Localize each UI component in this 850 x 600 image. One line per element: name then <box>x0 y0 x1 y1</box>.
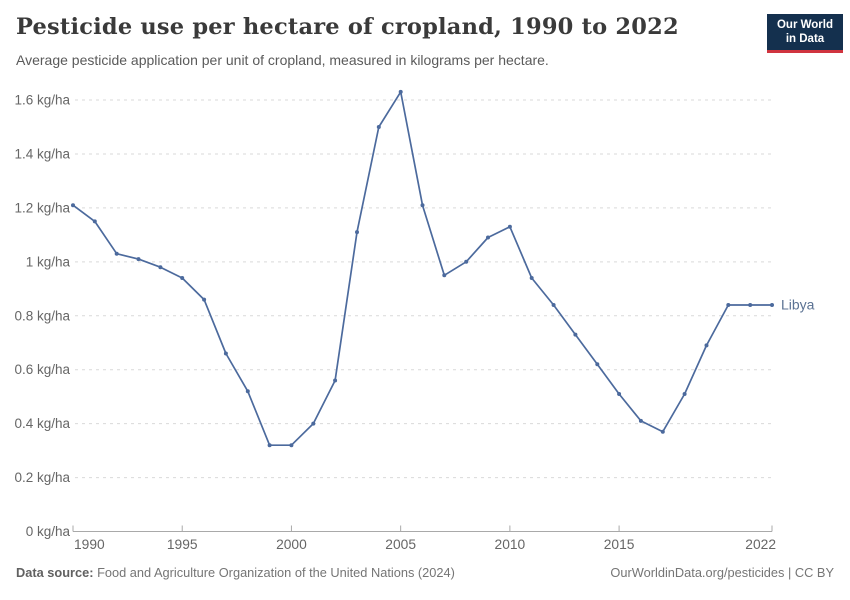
data-point-2006[interactable] <box>420 203 425 208</box>
x-tick-label-1995: 1995 <box>167 537 198 552</box>
data-point-1999[interactable] <box>267 443 272 448</box>
data-point-2013[interactable] <box>573 332 578 337</box>
data-point-2004[interactable] <box>376 125 381 129</box>
data-point-2021[interactable] <box>748 303 753 307</box>
data-point-2000[interactable] <box>289 443 294 448</box>
data-point-2017[interactable] <box>660 429 665 434</box>
data-point-1996[interactable] <box>202 297 207 302</box>
data-point-2005[interactable] <box>398 89 403 94</box>
data-point-1993[interactable] <box>136 257 141 262</box>
x-tick-label-2010: 2010 <box>495 537 526 552</box>
data-point-2015[interactable] <box>617 392 622 396</box>
chart-subtitle: Average pesticide application per unit o… <box>16 52 549 68</box>
series-label-libya[interactable]: Libya <box>781 296 815 312</box>
data-point-2019[interactable] <box>704 343 709 348</box>
data-point-1994[interactable] <box>158 265 163 270</box>
data-point-2002[interactable] <box>333 378 338 383</box>
data-point-2007[interactable] <box>442 273 447 278</box>
y-tick-label-0.4: 0.4 kg/ha <box>14 416 70 431</box>
page-title: Pesticide use per hectare of cropland, 1… <box>16 14 679 40</box>
y-tick-label-1.6: 1.6 kg/ha <box>14 93 70 108</box>
data-point-1992[interactable] <box>114 251 119 256</box>
y-tick-label-1: 1 kg/ha <box>26 254 71 269</box>
y-tick-label-0.8: 0.8 kg/ha <box>14 308 70 323</box>
data-point-2020[interactable] <box>726 303 731 307</box>
x-tick-label-2022: 2022 <box>745 537 776 552</box>
data-point-1995[interactable] <box>180 276 185 280</box>
owid-logo[interactable]: Our World in Data <box>767 14 843 53</box>
y-tick-label-1.2: 1.2 kg/ha <box>14 200 70 215</box>
chart-footer: Data source: Food and Agriculture Organi… <box>16 565 834 580</box>
credit-link[interactable]: OurWorldinData.org/pesticides | CC BY <box>610 565 834 580</box>
data-point-2008[interactable] <box>464 259 469 264</box>
libya-line[interactable] <box>72 91 773 447</box>
data-point-2014[interactable] <box>595 362 600 367</box>
data-point-1998[interactable] <box>245 389 250 394</box>
data-point-1991[interactable] <box>92 219 97 224</box>
x-tick-label-2005: 2005 <box>385 537 416 552</box>
x-tick-label-1990: 1990 <box>74 537 105 552</box>
data-source-value: Food and Agriculture Organization of the… <box>93 565 455 580</box>
data-point-1990[interactable] <box>71 203 75 208</box>
y-tick-label-1.4: 1.4 kg/ha <box>14 146 70 161</box>
x-tick-label-2000: 2000 <box>276 537 307 552</box>
data-point-2003[interactable] <box>355 230 359 235</box>
data-point-1997[interactable] <box>223 351 228 356</box>
data-point-2010[interactable] <box>507 224 512 229</box>
data-source: Data source: Food and Agriculture Organi… <box>16 565 455 580</box>
data-point-2011[interactable] <box>529 276 534 280</box>
y-tick-label-0.2: 0.2 kg/ha <box>14 470 70 485</box>
y-tick-label-0.6: 0.6 kg/ha <box>14 362 70 377</box>
data-source-label: Data source: <box>16 565 94 580</box>
owid-logo-line1: Our World <box>776 19 833 31</box>
data-point-2009[interactable] <box>486 235 490 240</box>
owid-logo-line2: in Data <box>785 32 825 45</box>
data-point-2022[interactable] <box>770 303 774 307</box>
data-point-2012[interactable] <box>551 303 556 307</box>
data-point-2016[interactable] <box>638 418 643 423</box>
x-tick-label-2015: 2015 <box>604 537 635 552</box>
y-tick-label-0: 0 kg/ha <box>26 524 71 539</box>
data-point-2018[interactable] <box>682 392 687 396</box>
data-point-2001[interactable] <box>311 421 316 426</box>
